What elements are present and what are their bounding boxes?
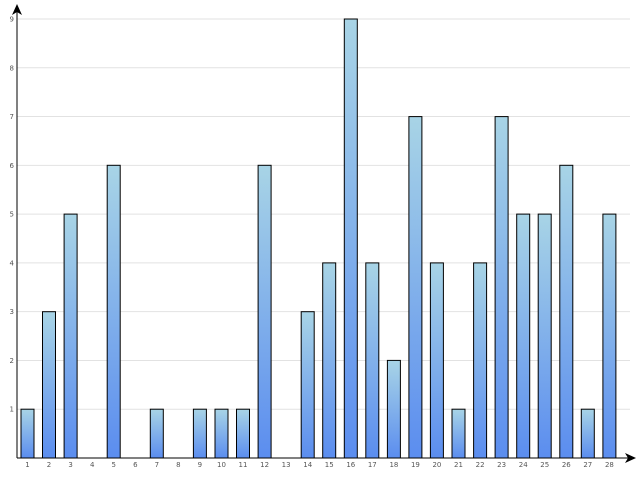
y-tick-label: 1	[10, 406, 14, 414]
bar	[322, 262, 337, 459]
bar	[192, 408, 207, 459]
bar	[429, 262, 444, 459]
x-tick-label: 10	[217, 461, 226, 469]
x-tick-label: 19	[411, 461, 420, 469]
bar	[580, 408, 595, 459]
bar	[386, 359, 401, 459]
bar	[602, 213, 617, 459]
bar	[63, 213, 78, 459]
x-tick-label: 28	[605, 461, 614, 469]
bar	[106, 164, 121, 459]
x-tick-label: 18	[389, 461, 398, 469]
x-tick-label: 13	[282, 461, 291, 469]
y-tick-label: 5	[10, 211, 14, 219]
x-tick-label: 8	[176, 461, 180, 469]
x-tick-label: 14	[303, 461, 312, 469]
x-tick-label: 7	[155, 461, 159, 469]
y-tick-label: 7	[10, 113, 14, 121]
x-tick-label: 9	[198, 461, 202, 469]
x-tick-label: 1	[25, 461, 29, 469]
x-tick-label: 25	[540, 461, 549, 469]
bar	[300, 311, 315, 459]
bar	[343, 18, 358, 459]
bar	[451, 408, 466, 459]
x-tick-label: 11	[239, 461, 248, 469]
x-tick-label: 16	[346, 461, 355, 469]
x-tick-label: 15	[325, 461, 334, 469]
bar	[408, 116, 423, 459]
y-axis-arrowhead	[12, 4, 22, 15]
bar	[214, 408, 229, 459]
x-axis-arrowhead	[625, 453, 636, 463]
bar	[257, 164, 272, 459]
bar	[149, 408, 164, 459]
x-tick-label: 17	[368, 461, 377, 469]
bar	[42, 311, 56, 459]
x-tick-label: 2	[47, 461, 51, 469]
x-tick-label: 21	[454, 461, 463, 469]
y-tick-label: 3	[10, 308, 14, 316]
bar	[365, 262, 380, 459]
y-tick-label: 2	[10, 357, 14, 365]
x-tick-label: 23	[497, 461, 506, 469]
bar	[20, 408, 35, 459]
bar	[559, 164, 574, 459]
y-tick-label: 8	[10, 64, 14, 72]
bar	[494, 116, 509, 459]
bars	[20, 18, 617, 459]
x-tick-label: 5	[111, 461, 115, 469]
bar	[473, 262, 488, 459]
x-tick-label: 6	[133, 461, 138, 469]
y-tick-labels: 1 2 3 4 5 6 7 8 9	[10, 16, 15, 414]
x-tick-label: 12	[260, 461, 269, 469]
axes	[12, 4, 636, 463]
y-tick-label: 6	[10, 162, 15, 170]
x-tick-label: 22	[476, 461, 485, 469]
bar	[537, 213, 552, 459]
x-tick-label: 3	[68, 461, 72, 469]
bar	[516, 213, 531, 459]
x-tick-label: 24	[519, 461, 528, 469]
x-tick-label: 26	[562, 461, 571, 469]
y-tick-label: 9	[10, 16, 14, 24]
x-tick-label: 27	[583, 461, 592, 469]
bar	[236, 408, 250, 459]
x-tick-label: 4	[90, 461, 95, 469]
y-tick-label: 4	[10, 259, 15, 267]
x-tick-label: 20	[432, 461, 441, 469]
x-tick-labels: 1 2 3 4 5 6 7 8 9 10 11 12 13 14 15 16 17 18 19 20 21 22 23 24 2…	[25, 461, 614, 469]
